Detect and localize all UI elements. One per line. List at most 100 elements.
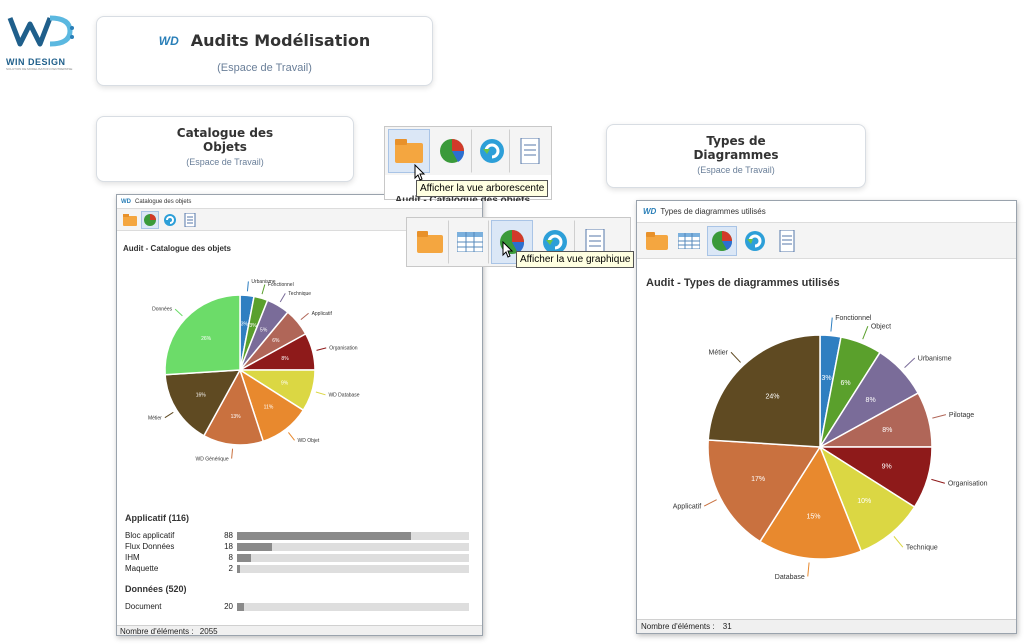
pie-category-label: Technique	[288, 291, 311, 297]
pie-percent-label: 9%	[281, 381, 289, 387]
tree-view-button[interactable]	[388, 129, 430, 173]
pie-category-label: WD Objet	[298, 438, 320, 444]
pie-percent-label: 8%	[281, 356, 289, 362]
window-titlebar: WD Types de diagrammes utilisés	[637, 201, 1016, 223]
pie-percent-label: 16%	[196, 393, 207, 399]
stat-value: 2	[228, 564, 233, 573]
pie-leader-line	[830, 317, 833, 332]
refresh-button[interactable]	[474, 129, 510, 173]
table-view-button[interactable]	[451, 220, 489, 264]
wd-icon: WD	[158, 33, 179, 48]
refresh-button[interactable]	[741, 226, 769, 256]
graph-view-button[interactable]	[432, 129, 472, 173]
card-title-line2: Diagrammes	[693, 148, 779, 162]
pie-leader-line	[164, 411, 174, 419]
pie-leader-line	[807, 562, 810, 577]
pie-percent-label: 6%	[841, 380, 851, 387]
types-diagrammes-window: WD Types de diagrammes utilisés Audit - …	[636, 200, 1017, 634]
table-icon	[678, 232, 700, 249]
report-button[interactable]	[577, 220, 613, 264]
pie-percent-label: 17%	[751, 476, 765, 483]
status-bar: Nombre d'éléments : 31	[637, 619, 1016, 633]
pie-leader-line	[315, 391, 326, 396]
pie-leader-line	[174, 308, 183, 317]
stat-row: Document 20	[125, 601, 469, 612]
wd-logo-icon	[7, 15, 74, 47]
stat-bar-fill	[237, 553, 251, 562]
pie-percent-label: 8%	[866, 397, 876, 404]
table-view-button[interactable]	[675, 226, 703, 256]
pie-percent-label: 6%	[272, 338, 280, 344]
types-diagrammes-card[interactable]: Types de Diagrammes (Espace de Travail)	[606, 124, 866, 188]
stat-bar-fill	[237, 542, 272, 551]
catalog-sections: Applicatif (116) Bloc applicatif 88 Flux Do…	[125, 513, 469, 612]
report-button[interactable]	[773, 226, 801, 256]
pie-slice	[202, 368, 265, 446]
wd-icon: WD	[121, 198, 131, 205]
status-value: 2055	[199, 627, 218, 636]
card-title-line1: Types de	[706, 134, 766, 148]
folder-icon	[646, 231, 668, 250]
document-icon	[520, 138, 540, 164]
stat-bar-fill	[237, 564, 241, 573]
stat-bar-track	[237, 553, 469, 562]
section-title: Données (520)	[125, 584, 187, 594]
pie-category-label: Urbanisme	[251, 279, 275, 285]
refresh-button[interactable]	[161, 211, 179, 229]
stat-label: IHM	[125, 553, 140, 562]
pie-percent-label: 3%	[821, 375, 831, 382]
report-heading: Audit - Types de diagrammes utilisés	[646, 277, 840, 289]
report-button[interactable]	[181, 211, 199, 229]
pie-leader-line	[279, 293, 286, 303]
pie-slice	[164, 294, 241, 376]
folder-button[interactable]	[121, 211, 139, 229]
window-toolbar	[637, 223, 1016, 259]
pie-category-label: Fonctionnel	[835, 315, 872, 322]
graph-view-button[interactable]	[707, 225, 737, 256]
pie-category-label: WD Générique	[196, 456, 229, 462]
pie-category-label: Technique	[906, 545, 938, 552]
types-pie-chart: 3% Fonctionnel 6% Object 8% Urbanisme 8% Pilota…	[673, 315, 988, 581]
stat-row: IHM 8	[125, 552, 469, 563]
document-icon	[779, 229, 795, 252]
pie-category-label: Données	[152, 307, 173, 313]
table-icon	[457, 232, 483, 252]
pie-percent-label: 10%	[857, 498, 871, 505]
report-heading: Audit - Catalogue des objets	[123, 244, 232, 253]
stat-value: 88	[224, 531, 233, 540]
pie-chart-icon	[440, 139, 465, 163]
stat-row: Flux Données 18	[125, 541, 469, 552]
audits-modelisation-card[interactable]: WD Audits Modélisation (Espace de Travai…	[96, 16, 433, 86]
pie-percent-label: 26%	[201, 336, 212, 342]
folder-icon	[395, 139, 423, 163]
pie-slice	[758, 445, 863, 560]
window-title: Catalogue des objets	[135, 198, 192, 205]
stat-bar-track	[237, 602, 469, 611]
pie-percent-label: 3%	[249, 323, 257, 329]
stat-value: 8	[228, 553, 233, 562]
refresh-icon	[745, 230, 765, 251]
peek-heading: Audit - Catalogue des objets	[395, 195, 531, 201]
stat-label: Maquette	[125, 564, 159, 573]
pie-leader-line	[932, 414, 947, 419]
stat-bar-fill	[237, 531, 411, 540]
catalogue-objets-card[interactable]: Catalogue des Objets (Espace de Travail)	[96, 116, 354, 182]
pie-slice	[164, 369, 242, 437]
tree-view-button[interactable]	[411, 220, 449, 264]
refresh-icon	[480, 139, 504, 163]
tree-view-button[interactable]	[643, 226, 671, 256]
graph-view-button[interactable]	[141, 210, 159, 229]
pie-chart-icon	[712, 230, 733, 251]
stat-bar-track	[237, 564, 469, 573]
catalogue-pie-chart: 3% Urbanisme 3% Fonctionnel 5% Technique 6% App…	[148, 279, 360, 462]
wd-icon: WD	[643, 207, 657, 216]
pie-category-label: Applicatif	[673, 503, 701, 510]
report-button[interactable]	[512, 129, 548, 173]
logo-tagline: SOLUTION DE MODELISATION D'ENTREPRISE	[6, 67, 73, 71]
pie-leader-line	[316, 347, 327, 351]
status-label: Nombre d'éléments :	[641, 622, 715, 631]
refresh-button[interactable]	[535, 220, 575, 264]
card-title: Audits Modélisation	[190, 31, 371, 50]
pie-leader-line	[703, 499, 717, 507]
pie-percent-label: 8%	[882, 427, 892, 434]
